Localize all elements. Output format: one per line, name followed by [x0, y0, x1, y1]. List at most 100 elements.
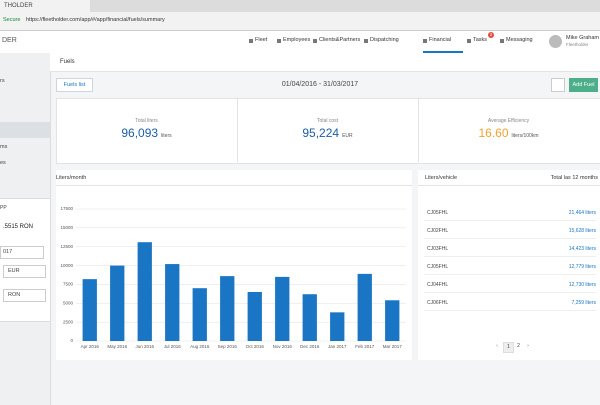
vehicle-name: CJ05FHL	[427, 210, 449, 216]
nav-item[interactable]: Financial	[429, 37, 452, 43]
nav-item[interactable]: Messaging	[506, 37, 533, 43]
y-tick-label: 2500	[63, 319, 74, 324]
vehicle-name: CJ06FHL	[427, 300, 449, 306]
stat-divider	[418, 98, 419, 162]
sidebar-box	[0, 198, 51, 322]
page-number[interactable]: 2	[517, 343, 520, 349]
row-divider	[424, 256, 596, 257]
x-tick-label: Jan 2017	[328, 344, 347, 349]
y-tick-label: 15000	[60, 225, 73, 230]
stat-value-row: 96,093 liters	[56, 126, 237, 140]
bar	[192, 288, 207, 341]
tasks-badge: 2	[488, 32, 494, 38]
nav-item[interactable]: Dispatching	[370, 37, 399, 43]
bar	[247, 291, 262, 341]
x-tick-label: Aug 2016	[190, 344, 210, 349]
x-tick-label: Dec 2016	[300, 344, 320, 349]
vehicle-liters: 7,259 liters	[571, 300, 596, 306]
stat-unit: EUR	[342, 133, 353, 139]
chart-title: Liters/month	[56, 175, 87, 181]
sidebar-item[interactable]: rs	[0, 78, 5, 84]
x-tick-label: Nov 2016	[273, 344, 293, 349]
box-to[interactable]: RON	[3, 289, 46, 302]
vehicle-name: CJ02FHL	[427, 228, 449, 234]
bar	[357, 273, 372, 341]
page-title: Fuels	[60, 59, 75, 65]
vehicle-liters: 12,779 liters	[568, 264, 596, 270]
secure-label: Secure	[3, 17, 21, 23]
bar	[330, 312, 345, 341]
stat-value: 95,224	[302, 126, 340, 140]
page-number[interactable]: 1	[503, 342, 514, 353]
nav-icon	[249, 39, 253, 43]
nav-active	[423, 51, 463, 53]
nav-item[interactable]: Employees	[283, 37, 311, 43]
stat-label: Average Efficiency	[487, 118, 530, 124]
x-tick-label: Oct 2016	[246, 344, 265, 349]
box-title: PP	[0, 205, 7, 211]
bar	[275, 276, 290, 341]
row-divider	[424, 220, 596, 221]
bar	[165, 264, 180, 341]
bar	[220, 276, 235, 341]
x-tick-label: Feb 2017	[355, 344, 375, 349]
row-divider	[424, 274, 596, 275]
x-tick-label: Jun 2016	[135, 344, 154, 349]
nav-item[interactable]: Fleet	[255, 37, 268, 43]
x-tick-label: Jul 2016	[164, 344, 182, 349]
box-date[interactable]: 017	[0, 246, 44, 259]
stat-label: Total liters	[135, 118, 158, 124]
bar	[302, 294, 317, 341]
vehicle-liters: 15,628 liters	[568, 228, 596, 234]
avatar	[549, 35, 562, 48]
nav-item[interactable]: Clients&Partners	[319, 37, 361, 43]
vehicle-name: CJ03FHL	[427, 246, 449, 252]
x-tick-label: May 2016	[107, 344, 127, 349]
user-company: Fleetholder	[566, 42, 589, 47]
user-name: Mike Graham	[566, 35, 600, 41]
vehicle-liters: 14,423 liters	[568, 246, 596, 252]
divider	[56, 185, 412, 186]
tab-bar	[0, 0, 600, 12]
divider	[418, 185, 600, 186]
stat-value: 96,093	[121, 126, 159, 140]
y-tick-label: 12500	[60, 244, 73, 249]
page-next[interactable]: ›	[527, 343, 529, 349]
box-from[interactable]: EUR	[3, 265, 46, 278]
nav-icon	[277, 39, 281, 43]
row-divider	[424, 238, 596, 239]
sidebar-active	[0, 122, 50, 138]
vehicle-total-label: Total las 12 months	[550, 175, 598, 181]
nav-icon	[423, 39, 427, 43]
nav-icon	[467, 39, 471, 43]
fuels-list-button[interactable]: Fuels list	[56, 78, 93, 92]
url[interactable]: https://fleetholder.com/app/#/app/financ…	[26, 17, 165, 23]
stat-label: Total cost	[316, 118, 339, 124]
y-tick-label: 5000	[63, 300, 74, 305]
vehicle-panel	[418, 170, 600, 360]
address-bar	[0, 12, 600, 31]
bar	[137, 242, 152, 341]
vehicle-title: Liters/vehicle	[425, 175, 458, 181]
sidebar-item[interactable]: es	[0, 160, 6, 166]
add-fuel-button[interactable]: Add Fuel	[569, 78, 598, 92]
date-range[interactable]: 01/04/2016 - 31/03/2017	[281, 81, 359, 88]
stats-panel	[56, 98, 600, 164]
row-divider	[424, 292, 596, 293]
page-prev[interactable]: ‹	[496, 343, 498, 349]
export-button[interactable]	[551, 78, 565, 92]
box-rate: .5515 RON	[3, 224, 34, 230]
x-tick-label: Mar 2017	[383, 344, 403, 349]
tab[interactable]: THOLDER	[0, 0, 90, 12]
nav-item[interactable]: Tasks	[473, 37, 488, 43]
bar-chart: 0 2500 5000 7500 10000 12500 15000 17500 Apr 201…	[60, 206, 406, 349]
vehicle-liters: 21,464 liters	[568, 210, 596, 216]
stat-value-row: 16.60 liters/100km	[418, 126, 599, 140]
x-tick-label: Sep 2016	[218, 344, 238, 349]
bar	[110, 265, 125, 341]
sidebar-item[interactable]: ms	[0, 144, 8, 150]
nav-icon	[364, 39, 368, 43]
page-header	[50, 53, 600, 72]
bar	[82, 279, 97, 341]
